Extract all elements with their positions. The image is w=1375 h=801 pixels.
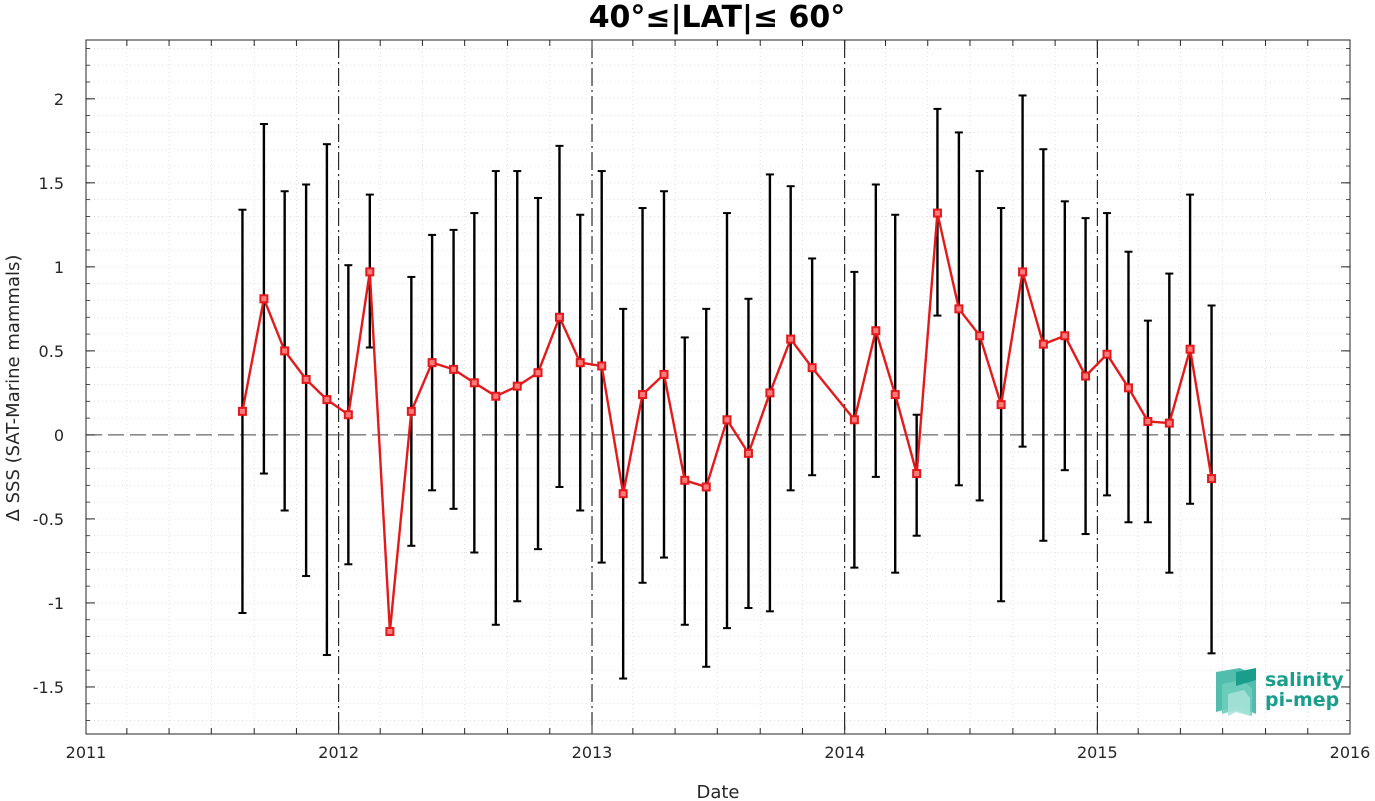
data-point-marker: [932, 208, 942, 218]
series-line: [241, 211, 1213, 633]
data-point-marker: [1143, 416, 1153, 426]
data-point-marker: [1081, 371, 1091, 381]
data-point-marker: [618, 489, 628, 499]
x-tick-label: 2011: [66, 743, 107, 762]
data-point-marker: [469, 378, 479, 388]
x-tick-label: 2012: [318, 743, 359, 762]
data-point-marker: [765, 388, 775, 398]
x-tick-label: 2015: [1077, 743, 1118, 762]
data-point-marker: [343, 410, 353, 420]
y-tick-labels: -1.5 -1 -0.5 0 0.5 1 1.5 2: [33, 90, 64, 697]
data-point-marker: [638, 390, 648, 400]
data-point-marker: [1207, 474, 1217, 484]
data-point-marker: [743, 448, 753, 458]
data-point-marker: [1038, 339, 1048, 349]
series-markers: [237, 208, 1217, 636]
y-tick-label: 0: [54, 426, 64, 445]
logo-line-1: salinity: [1265, 669, 1344, 691]
data-point-marker: [659, 369, 669, 379]
data-point-marker: [259, 294, 269, 304]
data-point-marker: [701, 482, 711, 492]
x-axis-label: Date: [696, 782, 739, 801]
x-tick-labels: 2011 2012 2013 2014 2015 2016: [66, 743, 1371, 762]
y-axis-label: Δ SSS (SAT-Marine mammals): [3, 255, 24, 522]
data-point-marker: [975, 331, 985, 341]
data-point-marker: [280, 346, 290, 356]
data-point-marker: [237, 406, 247, 416]
data-point-marker: [322, 395, 332, 405]
wave-logo-icon: [1216, 668, 1256, 716]
axis-ticks: [85, 40, 1351, 734]
data-point-marker: [871, 326, 881, 336]
y-tick-label: 1.5: [39, 174, 64, 193]
logo-line-2: pi-mep: [1265, 689, 1339, 711]
data-point-marker: [849, 415, 859, 425]
y-tick-label: 1: [54, 258, 64, 277]
data-point-marker: [954, 304, 964, 314]
data-point-marker: [722, 415, 732, 425]
data-point-marker: [1018, 267, 1028, 277]
data-point-marker: [1123, 383, 1133, 393]
data-point-marker: [365, 267, 375, 277]
data-point-marker: [1185, 344, 1195, 354]
data-point-marker: [786, 334, 796, 344]
y-tick-label: -0.5: [33, 510, 64, 529]
year-separators: [338, 40, 1098, 734]
x-tick-label: 2013: [572, 743, 613, 762]
salinity-pi-mep-logo: salinity pi-mep: [1216, 668, 1344, 716]
plot-area-frame: [85, 39, 1351, 735]
series-line-path: [241, 211, 1213, 633]
data-point-marker: [890, 390, 900, 400]
data-point-marker: [996, 400, 1006, 410]
data-point-marker: [807, 363, 817, 373]
x-tick-label: 2016: [1330, 743, 1371, 762]
chart-title: 40°≤|LAT|≤ 60°: [589, 0, 846, 35]
data-point-marker: [597, 361, 607, 371]
data-point-marker: [912, 469, 922, 479]
x-tick-label: 2014: [824, 743, 865, 762]
data-point-marker: [1164, 418, 1174, 428]
data-point-marker: [301, 374, 311, 384]
data-point-marker: [427, 358, 437, 368]
data-point-marker: [491, 391, 501, 401]
grid: [85, 40, 1351, 734]
data-point-marker: [449, 364, 459, 374]
y-tick-label: 0.5: [39, 342, 64, 361]
y-tick-label: -1.5: [33, 678, 64, 697]
y-tick-label: 2: [54, 90, 64, 109]
data-point-marker: [1060, 331, 1070, 341]
data-point-marker: [1102, 349, 1112, 359]
data-point-marker: [575, 358, 585, 368]
data-point-marker: [512, 381, 522, 391]
data-point-marker: [385, 626, 395, 636]
data-point-marker: [406, 406, 416, 416]
data-point-marker: [533, 368, 543, 378]
data-point-marker: [680, 475, 690, 485]
data-point-marker: [554, 312, 564, 322]
y-tick-label: -1: [48, 594, 64, 613]
